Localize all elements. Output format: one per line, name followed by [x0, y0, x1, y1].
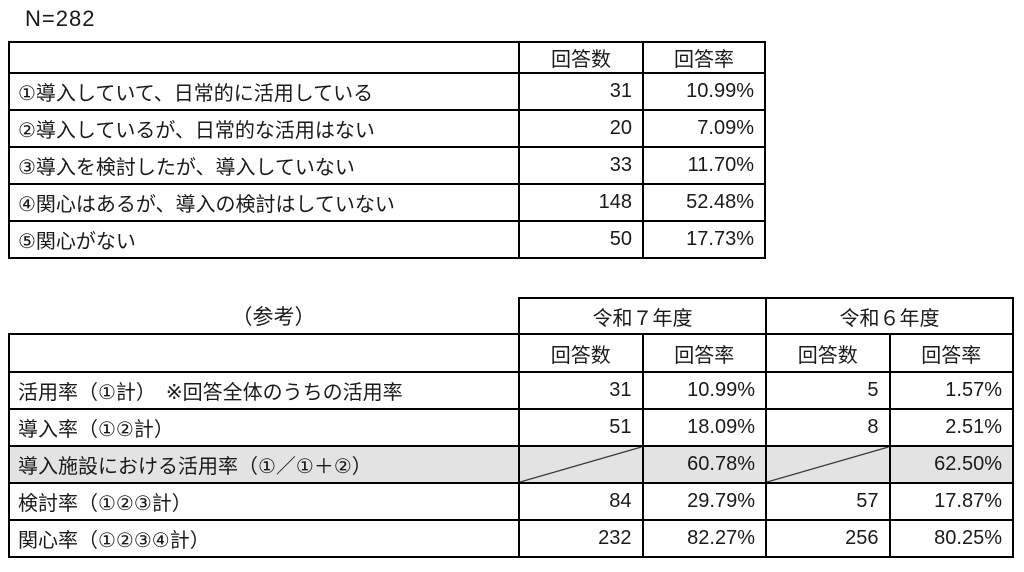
metric-label: 導入施設における活用率（①／①＋②） — [8, 445, 520, 484]
t2-header-empty-cell — [8, 333, 520, 373]
metric-r6-count: 8 — [765, 408, 891, 447]
answer-label: ①導入していて、日常的に活用している — [8, 72, 520, 111]
na-diagonal-cell — [518, 445, 644, 484]
answer-count: 31 — [518, 72, 644, 111]
metric-r7-count: 84 — [518, 482, 644, 521]
answer-label: ④関心はあるが、導入の検討はしていない — [8, 183, 520, 222]
metric-r6-rate: 80.25% — [888, 519, 1014, 558]
metric-r6-count: 5 — [765, 371, 891, 410]
metric-r7-rate: 18.09% — [641, 408, 767, 447]
t2-header-r6-count: 回答数 — [765, 333, 891, 373]
table-row: 関心率（①②③④計） 232 82.27% 256 80.25% — [8, 519, 1014, 558]
year-header-row: （参考） 令和７年度 令和６年度 — [9, 297, 1014, 335]
answer-count: 20 — [518, 109, 644, 148]
metric-r7-rate: 29.79% — [641, 482, 767, 521]
metric-r7-count: 232 — [518, 519, 644, 558]
answer-label: ②導入しているが、日常的な活用はない — [8, 109, 520, 148]
reference-comparison-table: （参考） 令和７年度 令和６年度 回答数 回答率 回答数 回答率 活用率（①計）… — [8, 297, 1014, 558]
t1-header-empty-cell — [8, 41, 520, 74]
answer-rate: 17.73% — [642, 220, 766, 259]
metric-label: 関心率（①②③④計） — [8, 519, 520, 558]
answer-rate: 7.09% — [642, 109, 766, 148]
sub-header-row: 回答数 回答率 回答数 回答率 — [8, 333, 1014, 373]
metric-r6-rate: 17.87% — [888, 482, 1014, 521]
metric-label: 導入率（①②計） — [8, 408, 520, 447]
table-row: ⑤関心がない 50 17.73% — [8, 220, 766, 259]
table-row: ③導入を検討したが、導入していない 33 11.70% — [8, 146, 766, 185]
metric-label: 活用率（①計） ※回答全体のうちの活用率 — [8, 371, 520, 410]
metric-r7-rate: 60.78% — [641, 445, 767, 484]
table-header-row: 回答数 回答率 — [8, 41, 766, 74]
table-row: 導入率（①②計） 51 18.09% 8 2.51% — [8, 408, 1014, 447]
answer-count: 33 — [518, 146, 644, 185]
table-row: 検討率（①②③計） 84 29.79% 57 17.87% — [8, 482, 1014, 521]
metric-r7-rate: 10.99% — [641, 371, 767, 410]
table-row: ①導入していて、日常的に活用している 31 10.99% — [8, 72, 766, 111]
table-row: 活用率（①計） ※回答全体のうちの活用率 31 10.99% 5 1.57% — [8, 371, 1014, 410]
na-diagonal-cell — [765, 445, 891, 484]
year-header-r7: 令和７年度 — [518, 297, 767, 335]
metric-label: 検討率（①②③計） — [8, 482, 520, 521]
answer-label: ③導入を検討したが、導入していない — [8, 146, 520, 185]
t1-header-count: 回答数 — [518, 41, 644, 74]
year-header-r6: 令和６年度 — [765, 297, 1014, 335]
metric-r7-count: 51 — [518, 408, 644, 447]
table-row-shaded: 導入施設における活用率（①／①＋②） 60.78% 62.50% — [8, 445, 1014, 484]
t2-header-r6-rate: 回答率 — [888, 333, 1014, 373]
metric-r7-rate: 82.27% — [641, 519, 767, 558]
t2-header-r7-rate: 回答率 — [641, 333, 767, 373]
answer-rate: 11.70% — [642, 146, 766, 185]
metric-r7-count: 31 — [518, 371, 644, 410]
t2-header-r7-count: 回答数 — [518, 333, 644, 373]
answer-count: 148 — [518, 183, 644, 222]
metric-r6-rate: 2.51% — [888, 408, 1014, 447]
diagonal-line-icon — [767, 447, 889, 482]
survey-results-table: 回答数 回答率 ①導入していて、日常的に活用している 31 10.99% ②導入… — [8, 41, 766, 259]
diagonal-line-icon — [520, 447, 642, 482]
t1-header-rate: 回答率 — [642, 41, 766, 74]
answer-rate: 10.99% — [642, 72, 766, 111]
reference-label: （参考） — [231, 305, 316, 329]
sample-size-label: N=282 — [25, 6, 96, 31]
metric-r6-rate: 62.50% — [888, 445, 1014, 484]
table-row: ④関心はあるが、導入の検討はしていない 148 52.48% — [8, 183, 766, 222]
metric-r6-count: 256 — [765, 519, 891, 558]
metric-r6-count: 57 — [765, 482, 891, 521]
answer-rate: 52.48% — [642, 183, 766, 222]
metric-r6-rate: 1.57% — [888, 371, 1014, 410]
table-row: ②導入しているが、日常的な活用はない 20 7.09% — [8, 109, 766, 148]
answer-label: ⑤関心がない — [8, 220, 520, 259]
answer-count: 50 — [518, 220, 644, 259]
